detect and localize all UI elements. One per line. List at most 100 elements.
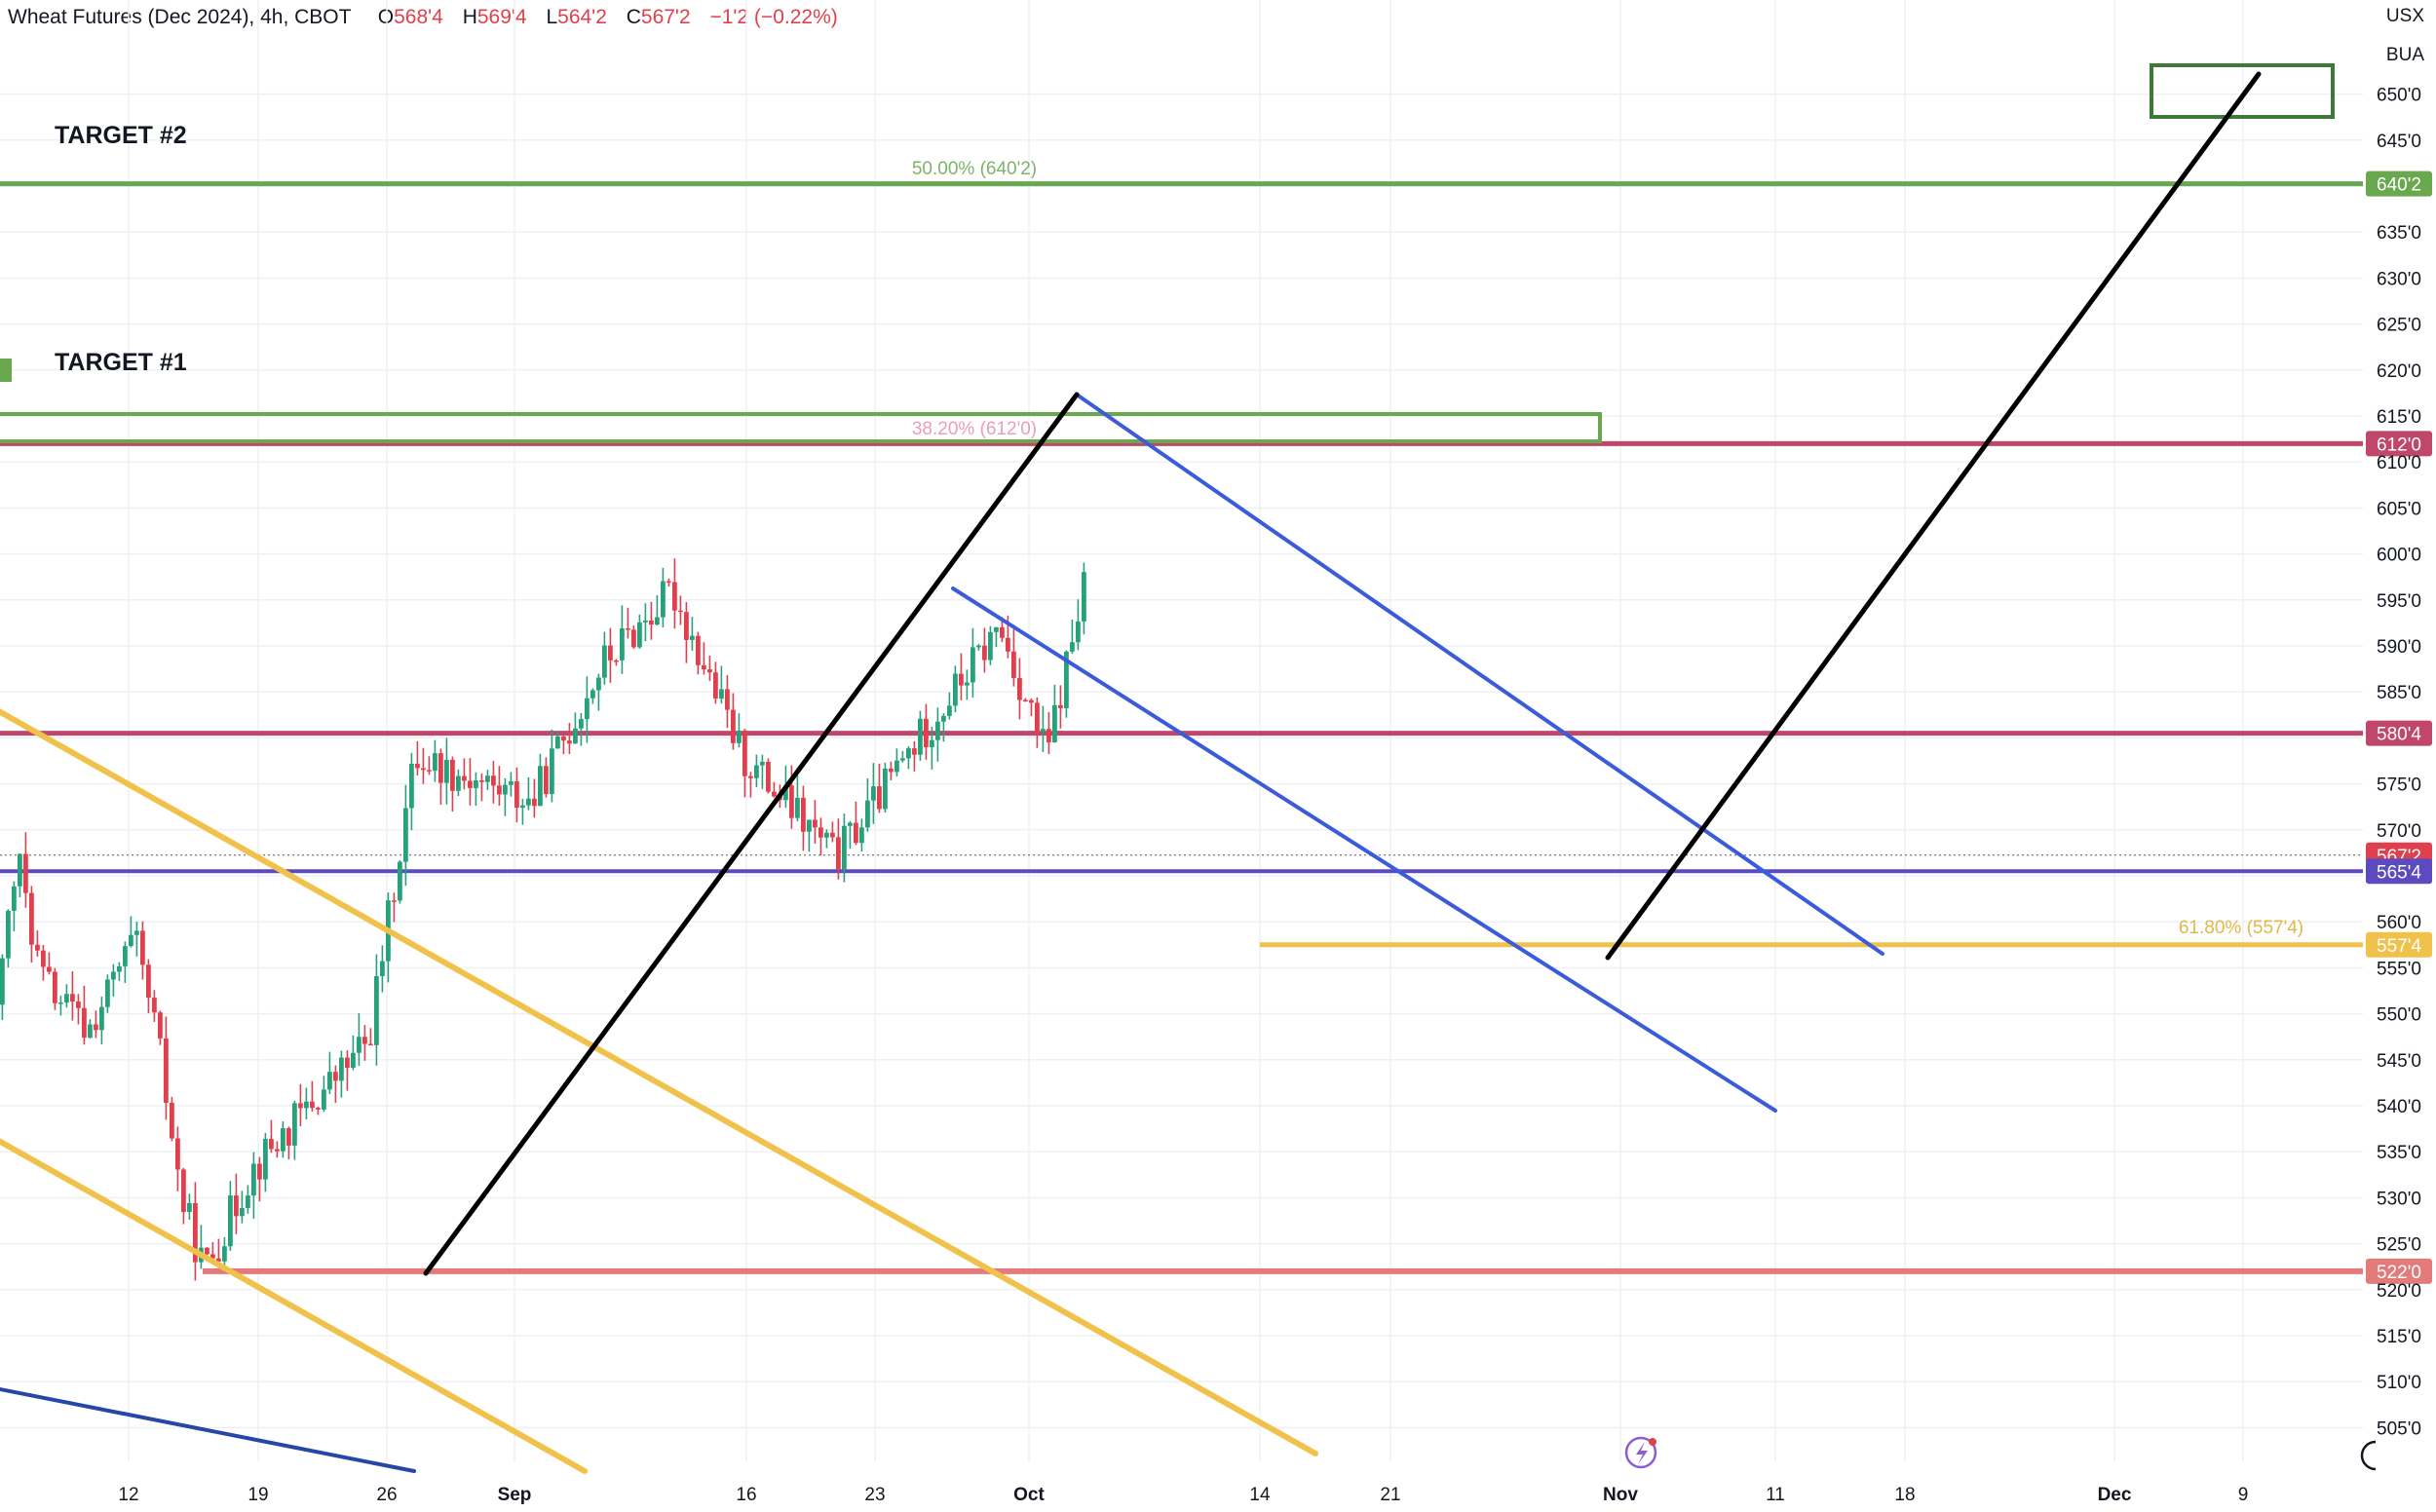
price-badge bbox=[2366, 931, 2432, 958]
price-badge-text: 612'0 bbox=[2377, 435, 2421, 455]
candle-body bbox=[117, 965, 122, 972]
candle-body bbox=[818, 827, 823, 838]
candle-body bbox=[620, 627, 625, 661]
price-axis[interactable]: 650'0 645'0 640'2 635'0 630'0 625'0 620'0 615'0… bbox=[2366, 86, 2432, 1440]
candle-body bbox=[707, 669, 712, 673]
price-tick: 575'0 bbox=[2377, 775, 2421, 796]
candle-body bbox=[579, 719, 584, 729]
price-badge-text: 557'4 bbox=[2377, 936, 2421, 957]
candle-body bbox=[631, 629, 636, 648]
price-tick: 610'0 bbox=[2377, 453, 2421, 473]
candle-body bbox=[497, 785, 502, 795]
candle-body bbox=[362, 1037, 367, 1044]
candle-body bbox=[1047, 729, 1051, 743]
candle-body bbox=[807, 819, 812, 832]
candle-body bbox=[269, 1139, 274, 1150]
candle-body bbox=[1029, 699, 1034, 703]
candle-body bbox=[1017, 677, 1022, 700]
candle-body bbox=[41, 950, 46, 967]
candle-body bbox=[292, 1103, 297, 1146]
candle-body bbox=[737, 730, 742, 743]
price-tick: 590'0 bbox=[2377, 637, 2421, 658]
candle-body bbox=[982, 645, 987, 661]
candle-body bbox=[6, 910, 11, 959]
time-tick: 11 bbox=[1766, 1485, 1785, 1505]
candle-body bbox=[193, 1202, 198, 1263]
candle-body bbox=[164, 1038, 169, 1103]
candle-body bbox=[1035, 702, 1040, 733]
event-icon bbox=[1624, 1436, 1657, 1469]
candle-body bbox=[339, 1057, 344, 1081]
candle-body bbox=[275, 1149, 280, 1152]
candle-body bbox=[813, 819, 818, 828]
candle-body bbox=[468, 780, 473, 788]
candle-body bbox=[263, 1139, 268, 1180]
candle-body bbox=[18, 853, 22, 887]
candle-body bbox=[368, 1043, 373, 1046]
candle-body bbox=[123, 946, 128, 966]
target2-zone bbox=[2150, 63, 2335, 119]
candle-body bbox=[129, 934, 133, 947]
symbol-title: Wheat Futures (Dec 2024), 4h, CBOT bbox=[8, 6, 352, 28]
time-axis[interactable]: 12 19 26 Sep 16 23 Oct 14 21 Nov 11 18 Dec 9 bbox=[118, 1440, 2377, 1505]
open-label: O bbox=[377, 6, 395, 28]
candle-body bbox=[421, 768, 426, 771]
candle-body bbox=[976, 645, 981, 648]
candle-body bbox=[561, 736, 566, 741]
candle-body bbox=[380, 961, 385, 976]
candle-body bbox=[450, 759, 455, 791]
candle-body bbox=[661, 581, 666, 618]
candle-body bbox=[1041, 729, 1046, 733]
grid bbox=[0, 0, 2363, 1461]
candle-body bbox=[82, 1007, 87, 1039]
price-badge bbox=[2366, 720, 2432, 746]
candle-body bbox=[181, 1169, 186, 1213]
price-badge-text: 580'4 bbox=[2377, 725, 2421, 745]
time-tick: 9 bbox=[2238, 1485, 2249, 1505]
candle-body bbox=[146, 964, 151, 999]
candle-body bbox=[1052, 704, 1057, 743]
candle-body bbox=[772, 791, 777, 797]
event-icon-dot bbox=[1649, 1438, 1656, 1446]
currency-unit[interactable]: USX bbox=[2385, 6, 2424, 26]
time-tick: Oct bbox=[1013, 1485, 1045, 1505]
price-tick: 510'0 bbox=[2377, 1373, 2421, 1393]
candle-body bbox=[433, 753, 438, 772]
time-tick: 19 bbox=[247, 1485, 268, 1505]
overlays: TARGET #2 TARGET #1 50.00% (640'2) 38.20% (… bbox=[0, 71, 2303, 1474]
candle-body bbox=[935, 721, 940, 740]
candle-body bbox=[53, 971, 57, 1003]
time-tick: 23 bbox=[864, 1485, 885, 1505]
candle-body bbox=[795, 797, 800, 818]
candle-body bbox=[848, 822, 853, 826]
candle-body bbox=[316, 1108, 321, 1110]
candle-body bbox=[602, 645, 607, 678]
candle-body bbox=[47, 966, 52, 972]
candle-body bbox=[918, 718, 923, 755]
candle-body bbox=[210, 1254, 215, 1259]
candle-body bbox=[134, 930, 139, 935]
candle-body bbox=[1058, 704, 1063, 708]
price-tick: 505'0 bbox=[2377, 1418, 2421, 1439]
candle-body bbox=[327, 1072, 332, 1090]
price-badge bbox=[2366, 1258, 2432, 1284]
candle-body bbox=[456, 775, 461, 791]
candle-body bbox=[187, 1202, 192, 1213]
candle-body bbox=[222, 1246, 227, 1262]
target2-label: TARGET #2 bbox=[55, 122, 187, 149]
price-tick: 625'0 bbox=[2377, 316, 2421, 336]
candle-body bbox=[398, 861, 402, 901]
candle-body bbox=[836, 837, 841, 870]
candle-body bbox=[754, 765, 759, 778]
candle-body bbox=[854, 822, 858, 844]
open-value: 568'4 bbox=[394, 6, 443, 28]
candle-body bbox=[35, 944, 40, 951]
candle-body bbox=[240, 1208, 245, 1217]
price-tick: 530'0 bbox=[2377, 1189, 2421, 1209]
event-icon-bolt bbox=[1636, 1442, 1648, 1464]
currency-per[interactable]: BUA bbox=[2385, 45, 2424, 65]
event-icon-ring bbox=[1624, 1436, 1657, 1469]
time-tick: Nov bbox=[1603, 1485, 1638, 1505]
clock-icon bbox=[2360, 1440, 2377, 1471]
